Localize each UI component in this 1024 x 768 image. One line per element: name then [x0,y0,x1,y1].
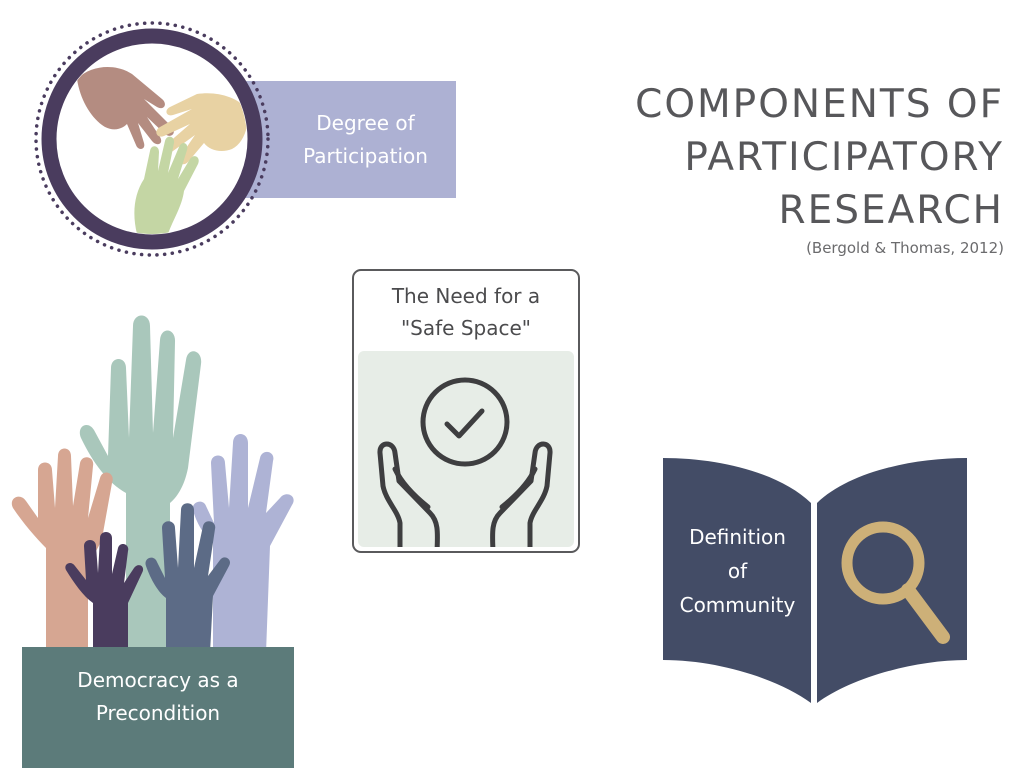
participation-label-line-1: Degree of [316,110,415,135]
three-hands-icon [32,19,272,259]
title-line-3: RESEARCH [778,188,1004,233]
democracy-box: Democracy as a Precondition [22,647,294,768]
community-line-2: of [727,559,748,583]
community-label: Definition of Community [670,520,805,622]
community-line-1: Definition [689,525,786,549]
safe-space-line-1: The Need for a [391,284,541,308]
safe-space-line-2: "Safe Space" [400,316,531,340]
safe-space-icon-panel [358,351,574,547]
book-magnifier-icon [660,455,970,705]
hands-holding-check-icon [377,377,553,547]
safe-space-card: The Need for a "Safe Space" [352,269,580,553]
community-line-3: Community [679,593,796,617]
raised-hands-icon [8,298,308,658]
participation-label-line-2: Participation [303,143,428,168]
democracy-line-1: Democracy as a [77,668,239,692]
title-line-1: COMPONENTS OF [635,82,1004,127]
title-line-2: PARTICIPATORY [684,135,1004,180]
slide-title: COMPONENTS OF PARTICIPATORY RESEARCH (Be… [584,78,1004,257]
safe-space-title: The Need for a "Safe Space" [354,271,578,353]
degree-of-participation-box: Degree of Participation [245,81,456,198]
citation: (Bergold & Thomas, 2012) [806,239,1004,257]
democracy-line-2: Precondition [95,701,221,725]
